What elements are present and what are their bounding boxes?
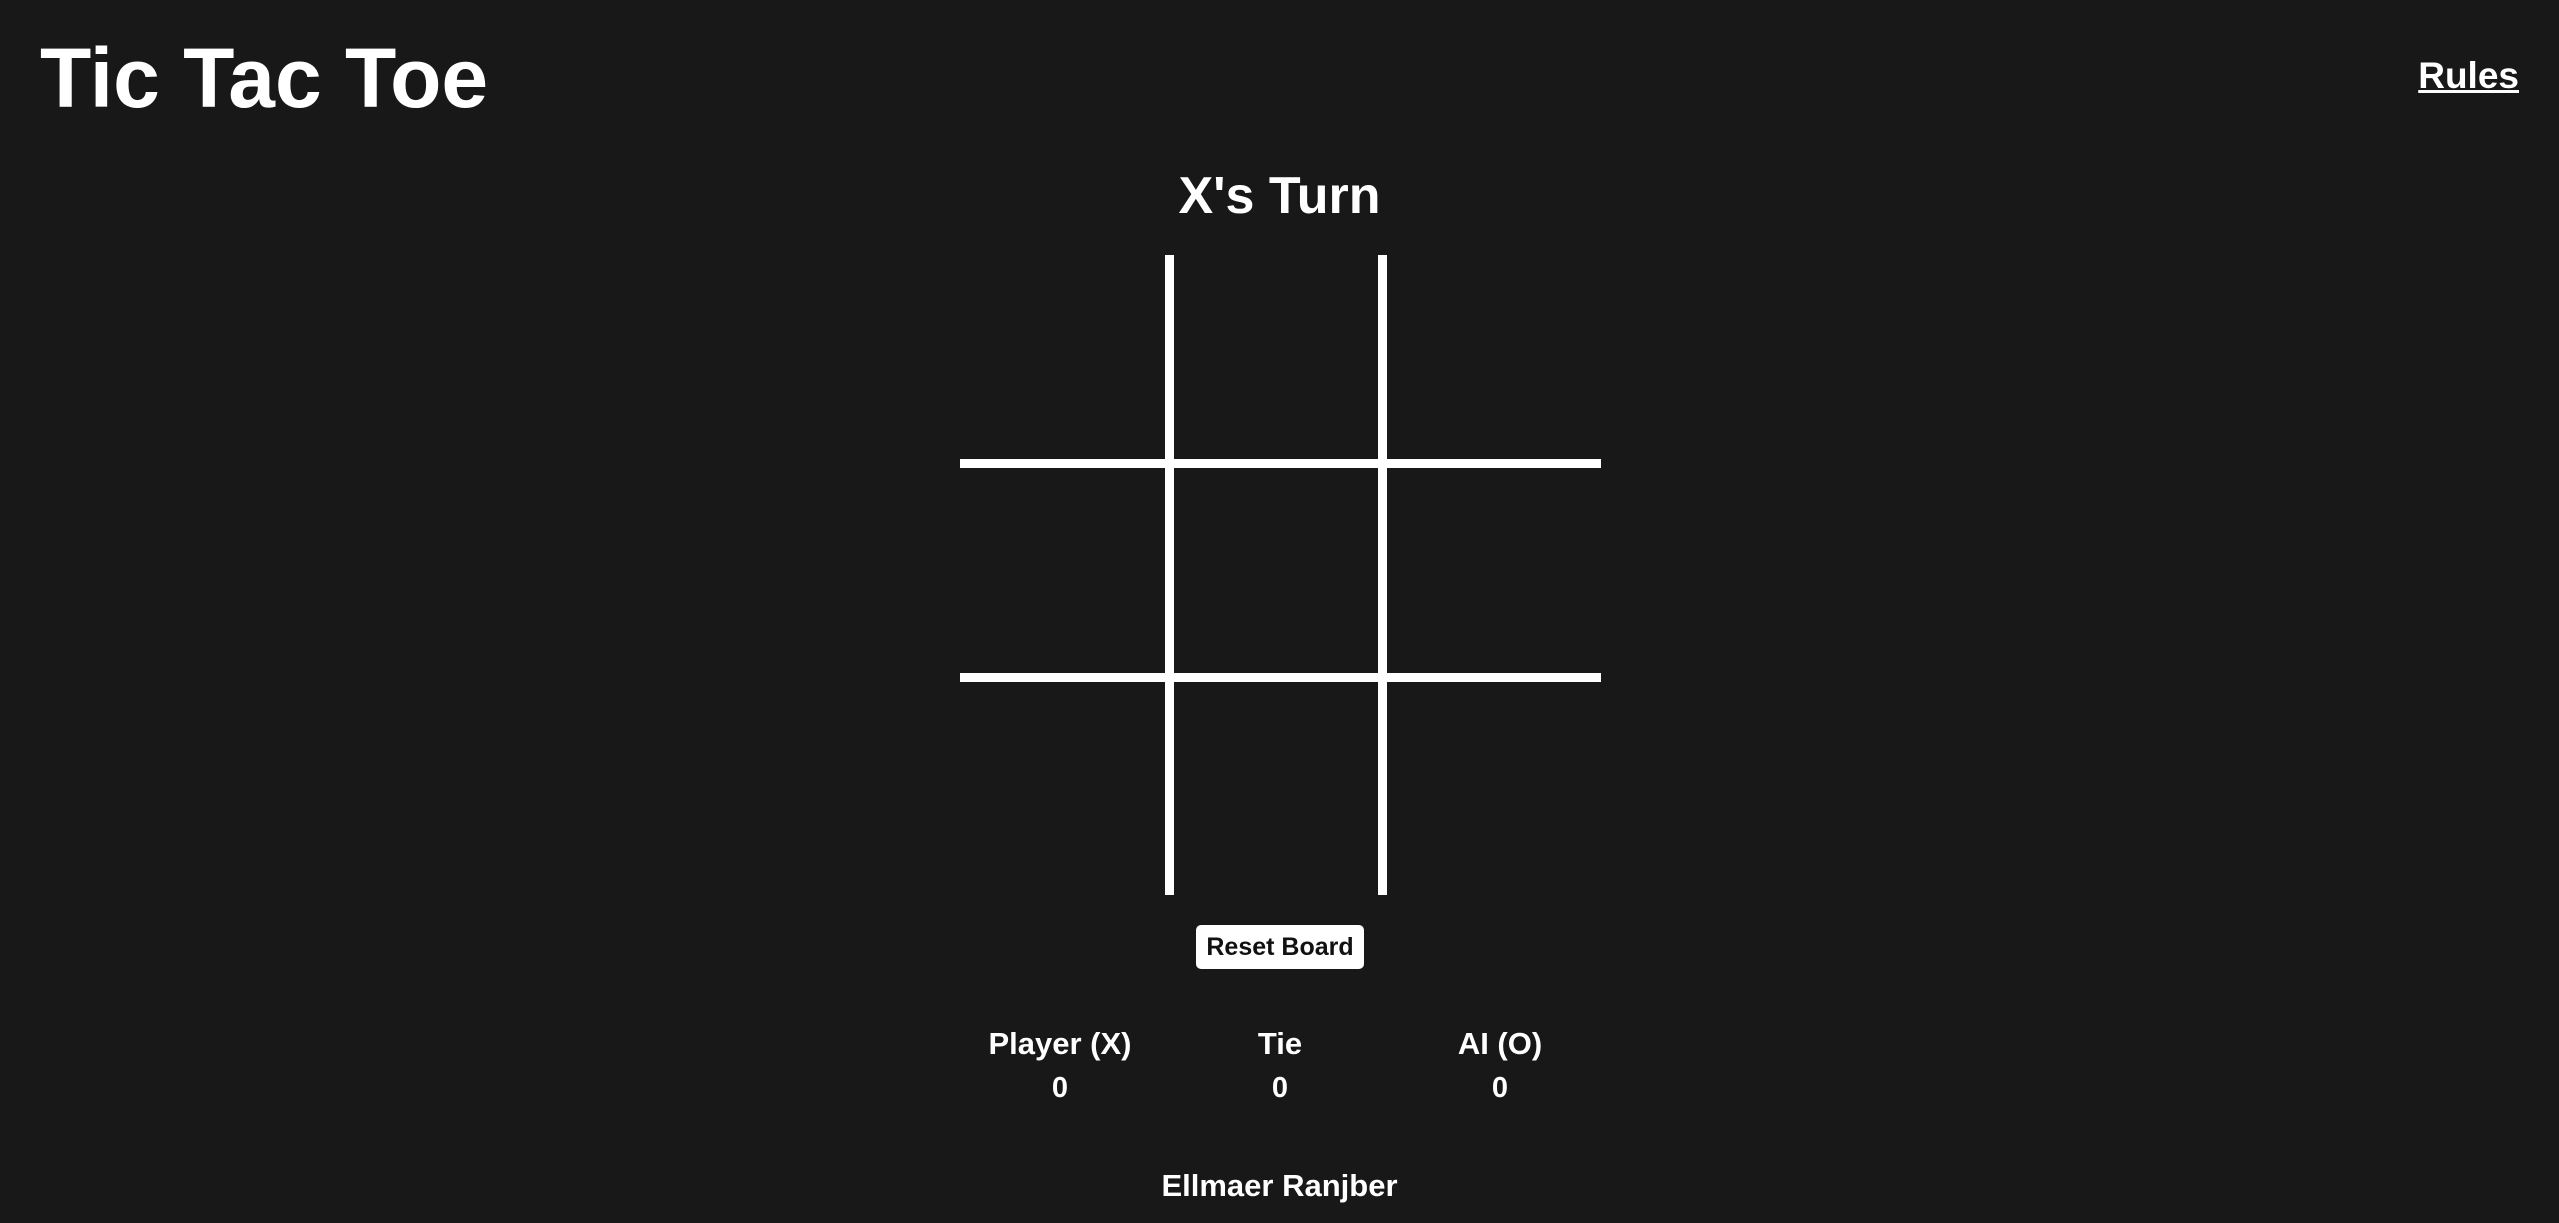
game-board	[960, 255, 1601, 895]
score-tie-label: Tie	[1257, 1026, 1303, 1061]
board-cell-4[interactable]	[960, 468, 1174, 682]
board-cell-3[interactable]	[1387, 255, 1601, 469]
rules-link[interactable]: Rules	[2418, 55, 2519, 96]
scoreboard: Player (X) 0 Tie 0 AI (O) 0	[0, 1024, 2559, 1114]
score-player-label: Player (X)	[988, 1026, 1132, 1061]
app-title: Tic Tac Toe	[40, 31, 489, 125]
score-tie: Tie 0	[1160, 1024, 1400, 1108]
board-cell-1[interactable]	[960, 255, 1174, 469]
board-cell-2[interactable]	[1173, 255, 1388, 469]
reset-board-button[interactable]: Reset Board	[1196, 925, 1364, 969]
score-player-value: 0	[1051, 1072, 1069, 1104]
score-tie-value: 0	[1271, 1072, 1289, 1104]
score-ai-label: AI (O)	[1457, 1026, 1543, 1061]
board-cell-6[interactable]	[1387, 468, 1601, 682]
board-cell-7[interactable]	[960, 681, 1174, 895]
board-cell-8[interactable]	[1174, 681, 1388, 895]
score-ai: AI (O) 0	[1380, 1024, 1620, 1108]
footer-credit: Ellmaer Ranjber	[1161, 1168, 1398, 1203]
turn-status: X's Turn	[1178, 167, 1381, 225]
score-ai-value: 0	[1491, 1072, 1509, 1104]
board-cell-5[interactable]	[1173, 468, 1388, 682]
board-cell-9[interactable]	[1387, 682, 1601, 895]
score-player: Player (X) 0	[940, 1024, 1180, 1108]
